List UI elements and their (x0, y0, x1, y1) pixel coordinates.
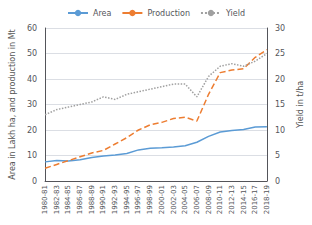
svg-text:30: 30 (275, 24, 285, 33)
svg-text:2010-11: 2010-11 (216, 185, 224, 214)
svg-text:2018-19: 2018-19 (263, 185, 271, 214)
svg-text:30: 30 (27, 100, 37, 109)
svg-text:1994-95: 1994-95 (123, 185, 131, 214)
svg-text:0: 0 (275, 177, 280, 186)
svg-text:25: 25 (275, 49, 285, 58)
svg-text:2014-15: 2014-15 (240, 185, 248, 214)
svg-text:Area: Area (93, 9, 112, 18)
svg-text:1988-89: 1988-89 (88, 185, 96, 214)
svg-text:1998-99: 1998-99 (146, 185, 154, 214)
svg-text:60: 60 (27, 24, 37, 33)
svg-text:2012-13: 2012-13 (228, 185, 236, 214)
svg-text:20: 20 (275, 75, 285, 84)
svg-text:2016-17: 2016-17 (251, 185, 259, 214)
svg-text:50: 50 (27, 49, 37, 58)
svg-text:2006-07: 2006-07 (193, 185, 201, 214)
svg-text:15: 15 (275, 100, 285, 109)
svg-text:1990-91: 1990-91 (99, 185, 107, 214)
svg-text:20: 20 (27, 126, 37, 135)
svg-text:1980-81: 1980-81 (41, 185, 49, 214)
svg-text:Yield: Yield (225, 9, 245, 18)
svg-text:40: 40 (27, 75, 37, 84)
svg-text:2000-01: 2000-01 (158, 185, 166, 214)
svg-text:Yield in t/ha: Yield in t/ha (296, 81, 305, 129)
svg-text:1992-93: 1992-93 (111, 185, 119, 214)
svg-text:1982-83: 1982-83 (53, 185, 61, 214)
svg-text:Production: Production (147, 9, 190, 18)
svg-text:Area in Lakh ha, and productio: Area in Lakh ha, and production in Mt (8, 29, 17, 179)
svg-text:1996-97: 1996-97 (134, 185, 142, 214)
svg-text:1986-87: 1986-87 (76, 185, 84, 214)
svg-text:1984-85: 1984-85 (64, 185, 72, 214)
svg-text:2002-03: 2002-03 (170, 185, 178, 214)
svg-text:0: 0 (32, 177, 37, 186)
svg-text:2004-05: 2004-05 (181, 185, 189, 214)
svg-text:10: 10 (27, 151, 37, 160)
svg-text:2008-09: 2008-09 (205, 185, 213, 214)
svg-text:5: 5 (275, 151, 280, 160)
svg-text:10: 10 (275, 126, 285, 135)
